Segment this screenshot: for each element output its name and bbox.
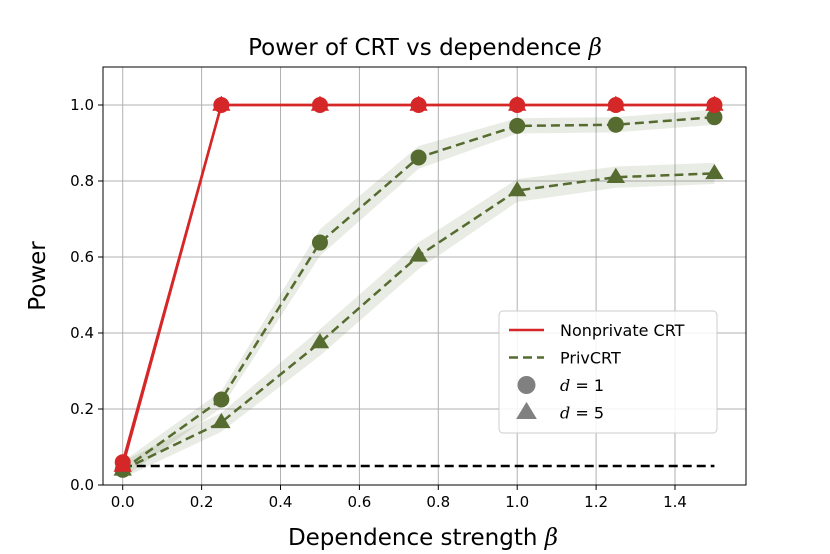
circle-marker xyxy=(607,116,624,133)
triangle-marker xyxy=(508,181,527,197)
x-tick-label: 1.0 xyxy=(505,493,529,511)
chart-title: Power of CRT vs dependence β xyxy=(248,35,602,61)
triangle-marker xyxy=(705,163,724,180)
legend-box xyxy=(498,310,718,434)
plot-border xyxy=(102,66,747,486)
legend-label: d = 1 xyxy=(560,376,604,395)
x-axis-title: Dependence strength β xyxy=(288,525,558,551)
x-axis-ticks: 0.0 0.2 0.4 0.6 0.8 1.0 1.2 1.4 xyxy=(111,485,687,511)
triangle-marker xyxy=(310,333,330,349)
confidence-bands xyxy=(122,109,715,479)
circle-marker xyxy=(213,391,230,408)
triangle-marker xyxy=(508,95,527,111)
x-tick-label: 1.2 xyxy=(584,493,608,511)
x-tick-label: 0.8 xyxy=(426,493,450,511)
y-tick-label: 0.6 xyxy=(70,248,94,266)
y-axis-ticks: 0.0 0.2 0.4 0.6 0.8 1.0 xyxy=(70,96,103,494)
legend: Nonprivate CRT PrivCRT d = 1 d = 5 xyxy=(498,310,718,434)
triangle-marker xyxy=(113,456,132,472)
confidence-band xyxy=(122,162,715,479)
legend-label: d = 5 xyxy=(560,404,604,423)
x-tick-label: 0.0 xyxy=(111,493,135,511)
series-markers xyxy=(113,95,724,478)
y-tick-label: 0.4 xyxy=(70,324,94,342)
y-axis-title: Power xyxy=(25,241,51,311)
x-tick-label: 0.6 xyxy=(347,493,371,511)
x-tick-label: 1.4 xyxy=(663,493,687,511)
triangle-marker xyxy=(705,95,724,111)
x-tick-label: 0.2 xyxy=(190,493,214,511)
legend-label: Nonprivate CRT xyxy=(560,321,685,340)
triangle-marker xyxy=(409,95,428,111)
y-tick-label: 0.2 xyxy=(70,400,94,418)
circle-marker xyxy=(311,234,328,251)
circle-marker xyxy=(410,149,427,166)
triangle-marker xyxy=(606,95,626,111)
y-tick-label: 0.8 xyxy=(70,172,94,190)
triangle-marker xyxy=(212,412,231,429)
circle-marker xyxy=(706,109,723,126)
x-tick-label: 0.4 xyxy=(269,493,293,511)
triangle-marker xyxy=(310,95,330,111)
legend-triangle-marker xyxy=(516,401,537,419)
circle-marker xyxy=(509,117,526,134)
legend-label: PrivCRT xyxy=(560,349,621,368)
triangle-marker xyxy=(212,95,231,111)
triangle-marker xyxy=(606,167,626,183)
legend-circle-marker xyxy=(517,376,536,394)
triangle-marker xyxy=(409,246,428,262)
y-tick-label: 1.0 xyxy=(70,96,94,114)
y-tick-label: 0.0 xyxy=(70,476,94,494)
